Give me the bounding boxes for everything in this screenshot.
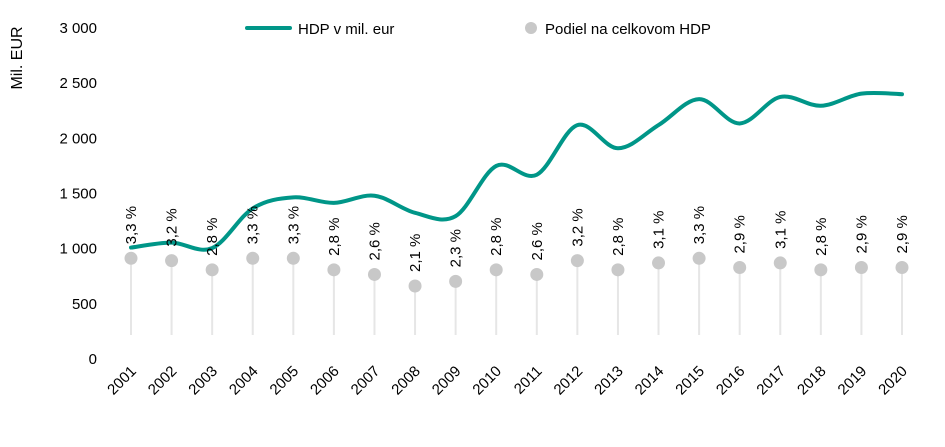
x-tick-label: 2004: [226, 363, 262, 399]
data-label: 3,2 %: [164, 208, 181, 246]
share-point: [449, 274, 463, 288]
data-label: 2,8 %: [204, 217, 221, 255]
x-tick-label: 2010: [469, 363, 505, 399]
x-tick-label: 2017: [753, 363, 789, 399]
x-tick-label: 2009: [429, 363, 465, 399]
data-label: 2,9 %: [732, 215, 749, 253]
data-label: 2,1 %: [407, 234, 424, 272]
data-label: 3,1 %: [651, 211, 668, 249]
x-tick-label: 2011: [511, 363, 546, 398]
y-tick-label: 2 000: [59, 130, 97, 147]
share-point: [530, 267, 544, 281]
y-tick-label: 3 000: [59, 20, 97, 37]
share-point: [854, 261, 868, 275]
y-tick-label: 500: [72, 296, 97, 313]
share-point: [124, 251, 138, 265]
legend-label-gdp: HDP v mil. eur: [298, 21, 394, 38]
share-point: [611, 263, 625, 277]
data-label: 3,3 %: [123, 206, 140, 244]
x-tick-label: 2003: [185, 363, 221, 399]
data-label: 2,8 %: [813, 217, 830, 255]
x-tick-label: 2019: [835, 363, 871, 399]
share-series: [124, 251, 909, 293]
y-tick-label: 1 000: [59, 241, 97, 258]
data-label: 2,8 %: [488, 217, 505, 255]
gdp-series: [129, 90, 904, 252]
x-tick-label: 2012: [551, 363, 587, 399]
y-axis: 0 500 1 000 1 500 2 000 2 500 3 000: [59, 20, 97, 368]
data-label: 2,8 %: [326, 217, 343, 255]
share-point: [692, 251, 706, 265]
data-label: 2,9 %: [853, 215, 870, 253]
data-labels: 3,3 % 3,2 % 2,8 % 3,3 % 3,3 % 2,8 % 2,6 % 2,1 %…: [123, 206, 911, 272]
x-tick-label: 2005: [267, 363, 303, 399]
data-label: 2,9 %: [894, 215, 911, 253]
data-label: 3,3 %: [285, 206, 302, 244]
share-point: [165, 254, 179, 268]
x-tick-label: 2020: [875, 363, 911, 399]
share-point: [205, 263, 219, 277]
legend-dot-swatch: [525, 22, 537, 34]
share-point: [570, 254, 584, 268]
share-point: [286, 251, 300, 265]
x-tick-label: 2001: [104, 363, 140, 399]
y-tick-label: 0: [89, 351, 97, 368]
data-label: 2,3 %: [448, 229, 465, 267]
y-tick-label: 2 500: [59, 75, 97, 92]
share-point: [367, 267, 381, 281]
x-tick-label: 2015: [672, 363, 708, 399]
data-label: 2,6 %: [529, 222, 546, 260]
x-tick-label: 2016: [713, 363, 749, 399]
data-label: 3,3 %: [691, 206, 708, 244]
x-tick-label: 2008: [388, 363, 424, 399]
share-point: [773, 256, 787, 270]
y-tick-label: 1 500: [59, 186, 97, 203]
x-axis: 2001 2002 2003 2004 2005 2006 2007 2008 2009 2010…: [104, 363, 911, 399]
x-tick-label: 2006: [307, 363, 343, 399]
share-point: [408, 279, 422, 293]
data-label: 3,2 %: [569, 208, 586, 246]
share-point: [246, 251, 260, 265]
y-axis-title: Mil. EUR: [9, 26, 26, 89]
x-tick-label: 2007: [348, 363, 384, 399]
data-label: 2,8 %: [610, 217, 627, 255]
share-point: [895, 261, 909, 275]
legend-label-share: Podiel na celkovom HDP: [545, 21, 711, 38]
gdp-line: [129, 90, 904, 252]
data-label: 2,6 %: [366, 222, 383, 260]
x-tick-label: 2002: [145, 363, 181, 399]
legend: HDP v mil. eur Podiel na celkovom HDP: [245, 21, 711, 38]
share-point: [652, 256, 666, 270]
data-label: 3,1 %: [772, 211, 789, 249]
stems: [130, 258, 903, 335]
x-tick-label: 2014: [632, 363, 668, 399]
x-tick-label: 2013: [591, 363, 627, 399]
share-point: [327, 263, 341, 277]
share-point: [489, 263, 503, 277]
x-tick-label: 2018: [794, 363, 830, 399]
share-point: [814, 263, 828, 277]
share-point: [733, 261, 747, 275]
data-label: 3,3 %: [245, 206, 262, 244]
